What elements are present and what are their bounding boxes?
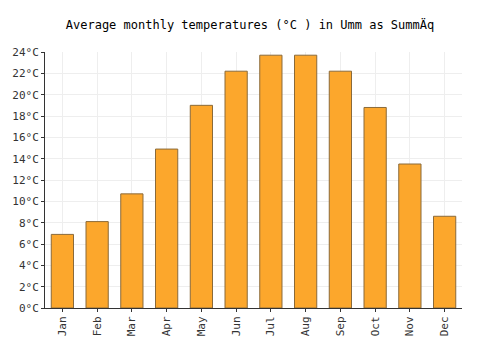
svg-text:8°C: 8°C xyxy=(19,217,39,230)
svg-text:2°C: 2°C xyxy=(19,281,39,294)
svg-text:Sep: Sep xyxy=(334,316,347,336)
svg-text:Dec: Dec xyxy=(438,316,451,336)
svg-text:Feb: Feb xyxy=(91,316,104,336)
svg-text:18°C: 18°C xyxy=(12,110,39,123)
svg-text:Nov: Nov xyxy=(403,316,416,336)
svg-text:Aug: Aug xyxy=(299,316,312,336)
svg-text:0°C: 0°C xyxy=(19,302,39,315)
svg-text:24°C: 24°C xyxy=(12,46,39,59)
svg-text:10°C: 10°C xyxy=(12,195,39,208)
svg-text:4°C: 4°C xyxy=(19,259,39,272)
svg-text:20°C: 20°C xyxy=(12,89,39,102)
svg-text:Mar: Mar xyxy=(125,316,138,336)
svg-text:16°C: 16°C xyxy=(12,131,39,144)
svg-text:12°C: 12°C xyxy=(12,174,39,187)
svg-text:14°C: 14°C xyxy=(12,153,39,166)
svg-text:Jan: Jan xyxy=(56,316,69,336)
svg-text:Jul: Jul xyxy=(264,316,277,336)
svg-text:22°C: 22°C xyxy=(12,67,39,80)
svg-text:May: May xyxy=(195,316,208,336)
svg-text:Average monthly temperatures (: Average monthly temperatures (°C ) in Um… xyxy=(66,17,434,32)
svg-text:6°C: 6°C xyxy=(19,238,39,251)
svg-text:Oct: Oct xyxy=(369,316,382,336)
svg-text:Jun: Jun xyxy=(230,316,243,336)
svg-text:Apr: Apr xyxy=(160,316,173,336)
